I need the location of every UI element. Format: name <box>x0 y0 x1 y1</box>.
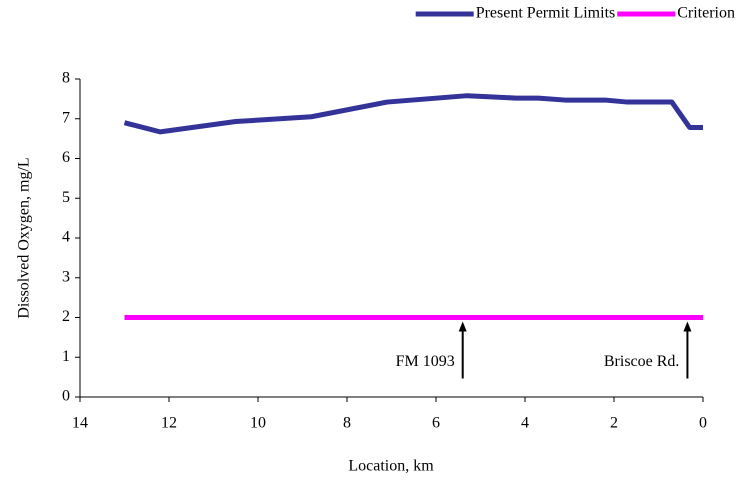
y-tick-label: 3 <box>62 268 70 285</box>
legend-label: Criterion <box>677 5 735 22</box>
x-tick-label: 10 <box>250 415 266 432</box>
x-tick-label: 6 <box>432 415 440 432</box>
annotation-label: FM 1093 <box>396 353 455 370</box>
x-tick-label: 4 <box>521 415 529 432</box>
x-axis-title: Location, km <box>348 458 434 475</box>
x-tick-label: 2 <box>610 415 618 432</box>
x-tick-label: 12 <box>161 415 177 432</box>
y-tick-label: 8 <box>62 70 70 87</box>
x-tick-label: 14 <box>72 415 88 432</box>
y-axis-title: Dissolved Oxygen, mg/L <box>16 157 33 318</box>
x-tick-label: 0 <box>699 415 707 432</box>
legend-label: Present Permit Limits <box>476 5 616 22</box>
y-tick-label: 7 <box>62 109 70 126</box>
annotation-arrowhead <box>458 321 467 332</box>
y-tick-label: 0 <box>62 388 70 405</box>
y-tick-label: 6 <box>62 149 70 166</box>
y-tick-label: 4 <box>62 229 70 246</box>
y-tick-label: 2 <box>62 308 70 325</box>
annotation-arrowhead <box>683 321 692 332</box>
y-tick-label: 1 <box>62 348 70 365</box>
data-line <box>123 93 703 135</box>
annotation-label: Briscoe Rd. <box>604 353 680 370</box>
y-tick-label: 5 <box>62 189 70 206</box>
x-tick-label: 8 <box>343 415 351 432</box>
